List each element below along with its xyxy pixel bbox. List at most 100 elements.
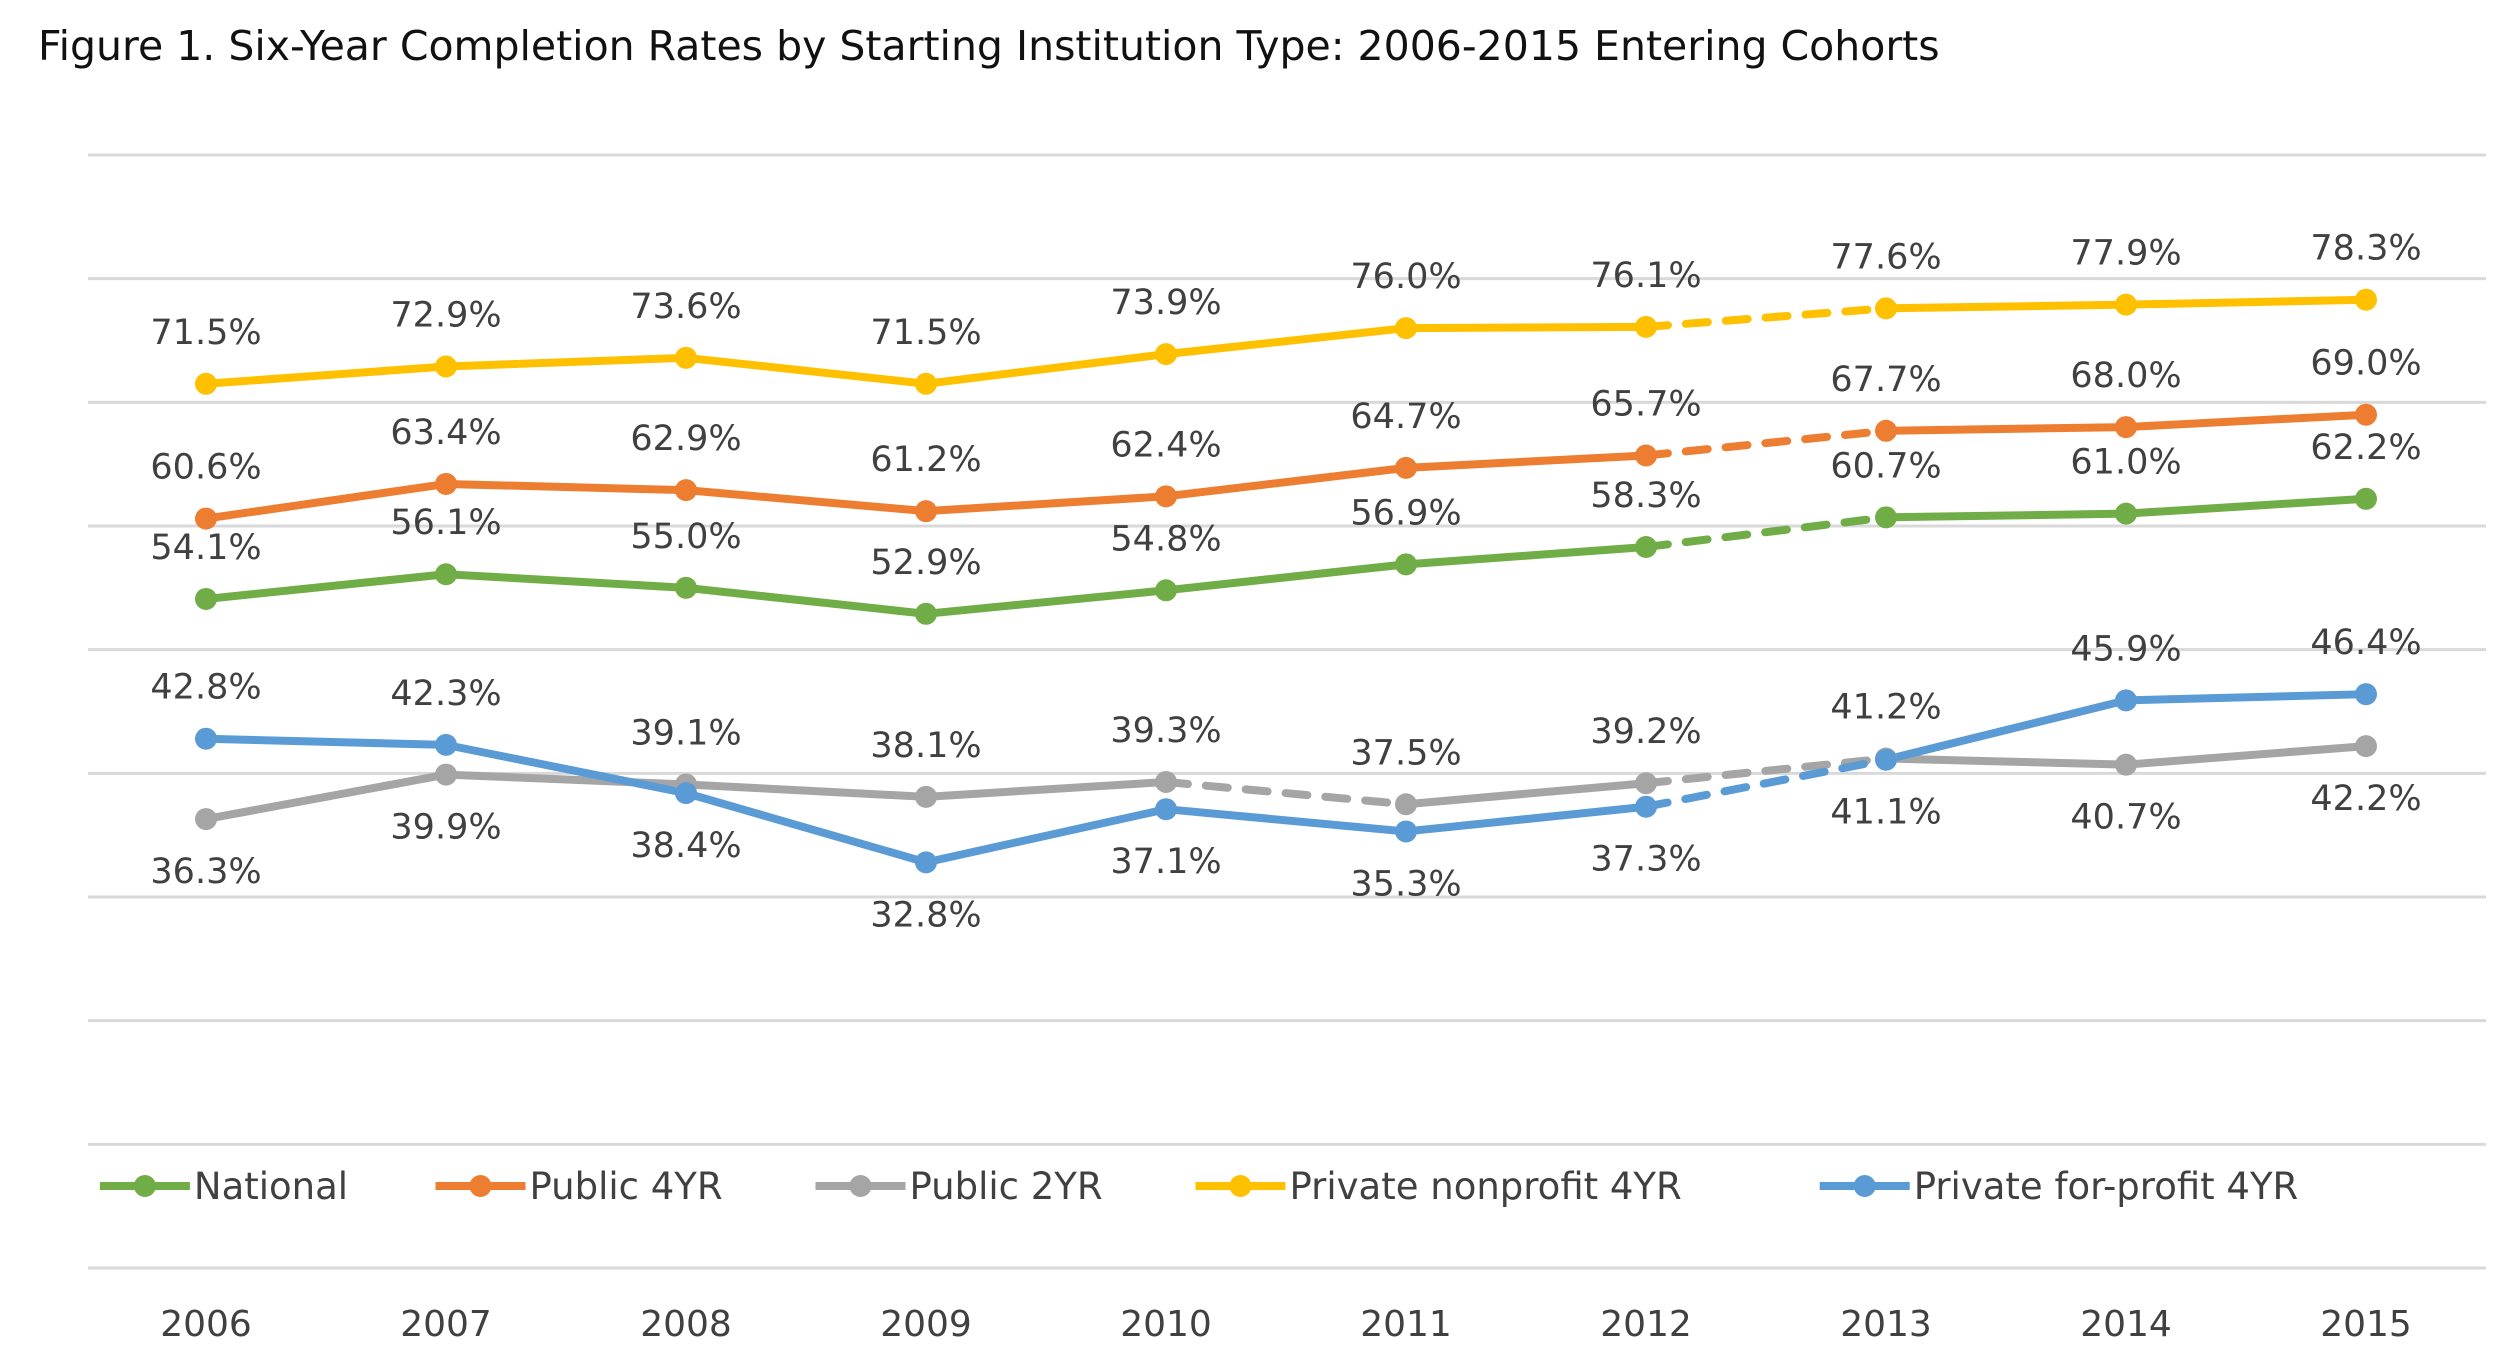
series-line-segment-national (1642, 513, 1890, 552)
series-line-segment-national (922, 586, 1170, 618)
series-line-segment-national (2122, 494, 2370, 518)
data-point-public-2yr (2355, 735, 2377, 758)
data-point-public-4yr (1395, 456, 1417, 479)
data-label-private-nonprofit-4yr: 72.9% (390, 295, 501, 335)
data-label-public-4yr: 68.0% (2070, 356, 2181, 396)
data-label-public-4yr: 69.0% (2310, 344, 2421, 384)
data-point-public-4yr (195, 507, 217, 530)
series-line-segment-public-4yr (1402, 451, 1650, 472)
legend-item-private-nonprofit-4yr: Private nonprofit 4YR (1195, 1165, 1682, 1208)
x-tick-label: 2011 (1360, 1304, 1452, 1345)
series-line-segment-private-for-profit-4yr (1402, 802, 1650, 836)
data-point-private-for-profit-4yr (2115, 689, 2137, 712)
series-line-segment-public-4yr (442, 479, 690, 495)
series-line-segment-private-for-profit-4yr (202, 734, 450, 749)
data-point-private-nonprofit-4yr (1395, 317, 1417, 340)
data-label-public-2yr: 40.7% (2070, 798, 2181, 838)
data-point-public-4yr (915, 500, 937, 523)
series-line-segment-private-for-profit-4yr (1162, 805, 1410, 836)
data-point-private-for-profit-4yr (1875, 748, 1897, 771)
series-line-segment-public-2yr (1402, 779, 1650, 809)
data-point-private-for-profit-4yr (1635, 795, 1657, 818)
data-labels: 54.1% 56.1% 55.0% 52.9% 54.8% 56.9% 58.3% 60.7%… (150, 229, 2421, 936)
series-line-segment-national (442, 570, 690, 592)
x-tick-label: 2013 (1840, 1304, 1932, 1345)
x-tick-label: 2015 (2320, 1304, 2412, 1345)
data-label-national: 54.8% (1110, 519, 1221, 559)
series-line-segment-public-2yr (682, 780, 930, 801)
x-tick-label: 2009 (880, 1304, 972, 1345)
legend-item-public-2yr: Public 2YR (815, 1165, 1103, 1208)
data-point-public-2yr (195, 808, 217, 831)
data-label-public-4yr: 62.9% (630, 419, 741, 459)
data-label-public-4yr: 62.4% (1110, 425, 1221, 465)
data-point-private-nonprofit-4yr (2115, 293, 2137, 316)
data-point-national (2115, 502, 2137, 525)
data-label-private-nonprofit-4yr: 71.5% (870, 313, 981, 353)
data-label-national: 56.9% (1350, 493, 1461, 533)
series-line-segment-public-4yr (1642, 426, 1890, 460)
legend-swatch-marker (1229, 1175, 1252, 1197)
data-label-national: 54.1% (150, 528, 261, 568)
data-point-private-nonprofit-4yr (1635, 315, 1657, 338)
data-point-public-2yr (1155, 770, 1177, 793)
data-label-public-2yr: 39.2% (1590, 712, 1701, 752)
x-axis: 2006 2007 2008 2009 2010 2011 2012 2013 2014 2015 (160, 1304, 2412, 1345)
data-label-private-for-profit-4yr: 42.3% (390, 674, 501, 714)
data-label-private-for-profit-4yr: 37.1% (1110, 842, 1221, 882)
legend-label: Private nonprofit 4YR (1290, 1165, 1682, 1208)
data-point-national (915, 602, 937, 625)
data-label-public-2yr: 39.9% (390, 808, 501, 848)
series-line-segment-public-2yr (1642, 754, 1890, 788)
data-label-national: 61.0% (2070, 443, 2181, 483)
data-label-private-nonprofit-4yr: 71.5% (150, 313, 261, 353)
legend-item-national: National (99, 1165, 348, 1208)
data-point-private-nonprofit-4yr (675, 346, 697, 369)
legend-item-public-4yr: Public 4YR (435, 1165, 723, 1208)
data-label-public-2yr: 38.1% (870, 726, 981, 766)
data-label-private-nonprofit-4yr: 73.9% (1110, 283, 1221, 323)
data-label-private-nonprofit-4yr: 78.3% (2310, 229, 2421, 269)
data-label-public-4yr: 65.7% (1590, 385, 1701, 425)
legend-swatch-marker (1853, 1175, 1876, 1197)
legend-label: Private for-profit 4YR (1914, 1165, 2299, 1208)
data-label-private-for-profit-4yr: 37.3% (1590, 840, 1701, 880)
x-tick-label: 2006 (160, 1304, 252, 1345)
series-line-segment-private-for-profit-4yr (682, 789, 930, 867)
data-point-private-nonprofit-4yr (915, 372, 937, 395)
data-point-private-for-profit-4yr (915, 851, 937, 874)
data-label-private-nonprofit-4yr: 73.6% (630, 287, 741, 327)
data-point-national (195, 587, 217, 610)
data-point-private-nonprofit-4yr (1875, 297, 1897, 320)
x-tick-label: 2010 (1120, 1304, 1212, 1345)
series-line-segment-public-4yr (2122, 410, 2370, 432)
data-point-private-nonprofit-4yr (2355, 288, 2377, 311)
data-point-public-2yr (2115, 753, 2137, 776)
data-label-private-nonprofit-4yr: 77.9% (2070, 234, 2181, 274)
series-line-segment-private-nonprofit-4yr (202, 362, 450, 388)
data-point-private-for-profit-4yr (1155, 798, 1177, 821)
data-label-public-2yr: 42.2% (2310, 779, 2421, 819)
data-label-private-for-profit-4yr: 38.4% (630, 826, 741, 866)
series-line-segment-private-nonprofit-4yr (1882, 300, 2130, 313)
data-label-national: 56.1% (390, 503, 501, 543)
legend-swatch-marker (469, 1175, 492, 1197)
series-line-segment-private-nonprofit-4yr (1642, 304, 1890, 331)
series-line-segment-private-nonprofit-4yr (922, 350, 1170, 388)
data-point-private-nonprofit-4yr (1155, 343, 1177, 366)
series-line-segment-public-2yr (922, 777, 1170, 801)
series-line-segment-public-4yr (1882, 423, 2130, 435)
series-line-segment-private-nonprofit-4yr (682, 353, 930, 388)
data-label-public-4yr: 63.4% (390, 413, 501, 453)
data-label-national: 58.3% (1590, 476, 1701, 516)
x-tick-label: 2008 (640, 1304, 732, 1345)
data-label-private-for-profit-4yr: 46.4% (2310, 623, 2421, 663)
data-label-public-4yr: 67.7% (1830, 360, 1941, 400)
data-label-public-2yr: 36.3% (150, 852, 261, 892)
data-label-private-for-profit-4yr: 32.8% (870, 895, 981, 935)
series-line-segment-public-2yr (2122, 742, 2370, 769)
series-line-segment-national (682, 583, 930, 618)
series-line-segment-public-4yr (202, 479, 450, 523)
x-tick-label: 2007 (400, 1304, 492, 1345)
